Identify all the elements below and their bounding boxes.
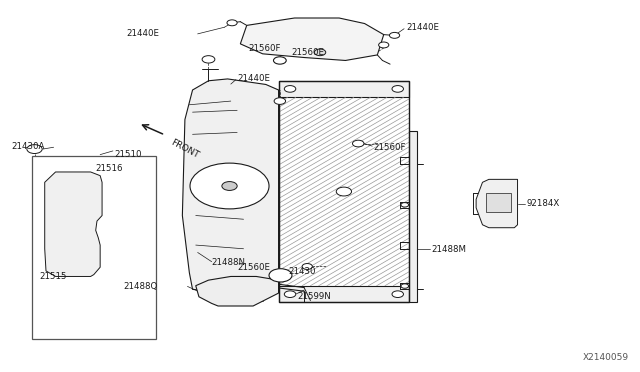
Text: 21560E: 21560E — [237, 263, 270, 272]
Text: 21440E: 21440E — [406, 23, 439, 32]
Circle shape — [392, 86, 403, 92]
Circle shape — [27, 145, 42, 154]
Text: 21599N: 21599N — [298, 292, 332, 301]
Circle shape — [30, 147, 39, 152]
Bar — [278, 81, 409, 302]
Circle shape — [74, 167, 85, 174]
Circle shape — [392, 291, 403, 298]
Polygon shape — [45, 172, 102, 276]
Text: 21440E: 21440E — [237, 74, 270, 83]
Circle shape — [227, 20, 237, 26]
Circle shape — [222, 182, 237, 190]
Circle shape — [190, 163, 269, 209]
Text: 21430: 21430 — [288, 267, 316, 276]
Polygon shape — [196, 276, 278, 306]
Circle shape — [85, 166, 94, 171]
Bar — [486, 193, 511, 212]
Circle shape — [202, 56, 215, 63]
Text: 21440E: 21440E — [127, 29, 159, 38]
Polygon shape — [182, 79, 278, 293]
Bar — [32, 157, 156, 339]
Circle shape — [314, 49, 326, 56]
Circle shape — [401, 284, 408, 288]
Bar — [278, 81, 409, 97]
Circle shape — [269, 269, 292, 282]
Circle shape — [401, 203, 408, 207]
Circle shape — [302, 263, 312, 269]
Polygon shape — [476, 179, 518, 228]
Circle shape — [273, 57, 286, 64]
Text: 21488N: 21488N — [212, 258, 246, 267]
Polygon shape — [241, 18, 384, 61]
Text: 21510: 21510 — [115, 150, 142, 159]
Circle shape — [336, 187, 351, 196]
Circle shape — [284, 291, 296, 298]
Text: X2140059: X2140059 — [583, 353, 629, 362]
Circle shape — [379, 42, 389, 48]
Bar — [278, 286, 409, 302]
Circle shape — [274, 98, 285, 105]
Text: 21430A: 21430A — [12, 142, 45, 151]
Circle shape — [353, 140, 364, 147]
Text: 21488Q: 21488Q — [124, 282, 157, 291]
Text: 92184X: 92184X — [527, 199, 560, 208]
Text: FRONT: FRONT — [169, 138, 200, 160]
Circle shape — [273, 271, 287, 279]
Text: 21560F: 21560F — [248, 44, 281, 53]
Text: 21516: 21516 — [96, 164, 123, 173]
Circle shape — [70, 165, 89, 176]
Bar — [409, 131, 417, 302]
Text: 21488M: 21488M — [431, 245, 466, 254]
Text: 21515: 21515 — [40, 272, 67, 281]
Text: 21560E: 21560E — [291, 48, 324, 57]
Circle shape — [390, 32, 399, 38]
Circle shape — [284, 86, 296, 92]
Text: 21560F: 21560F — [374, 143, 406, 152]
